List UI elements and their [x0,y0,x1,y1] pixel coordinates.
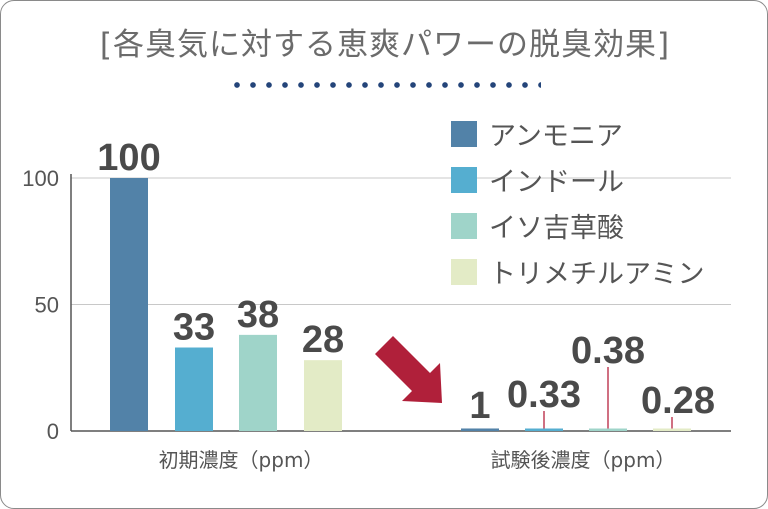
value-labels: 100 33 38 28 1 0.330.38 0.28 [97,137,715,427]
bar [525,428,563,431]
y-tick-label: 50 [35,293,59,318]
data-label: 1 [469,385,490,427]
legend-swatch [451,259,477,285]
value-leader-lines [543,367,673,429]
bar [239,334,277,431]
bar [304,360,342,431]
y-tick-label: 0 [47,419,59,444]
legend-swatch [451,167,477,193]
bar [461,428,499,431]
bar [589,428,627,431]
bar [653,428,691,431]
legend-label: イソ吉草酸 [489,213,624,244]
x-category-label: 試験後濃度（ppm） [491,448,676,472]
legend-label: アンモニア [489,121,623,152]
data-label: 38 [237,294,279,336]
data-label: 0.28 [641,380,715,422]
bars [110,178,691,431]
chart-title: [各臭気に対する恵爽パワーの脱臭効果] [99,27,671,63]
legend-label: インドール [489,167,624,198]
data-label: 33 [173,307,215,349]
data-label: 0.38 [571,330,645,372]
data-label: 100 [97,137,160,179]
bar [110,178,148,431]
data-label: 0.33 [507,374,581,416]
y-tick-label: 100 [22,166,59,191]
x-category-label: 初期濃度（ppm） [159,448,324,472]
decrease-arrow-icon [375,336,442,403]
title-dotted-divider [229,81,541,89]
legend-label: トリメチルアミン [489,259,704,290]
gridlines [71,177,731,305]
x-axis-categories: 初期濃度（ppm） 試験後濃度（ppm） [159,448,676,472]
legend-swatch [451,213,477,239]
data-label: 28 [302,319,344,361]
bar [175,347,213,431]
legend-swatch [451,121,477,147]
